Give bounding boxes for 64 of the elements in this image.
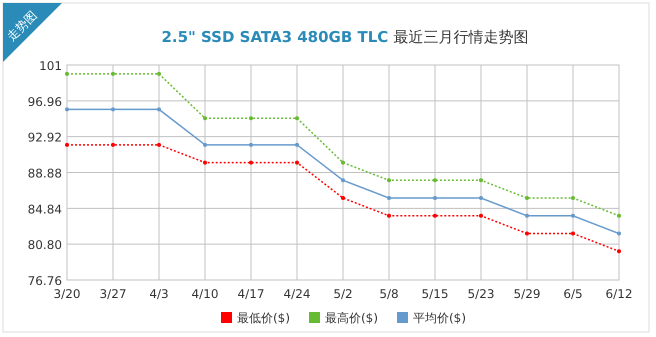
- point: [111, 107, 115, 112]
- x-tick-label: 3/27: [100, 287, 126, 301]
- legend-label: 平均价($): [413, 311, 466, 325]
- point: [433, 196, 437, 200]
- point: [157, 142, 161, 147]
- point: [525, 214, 529, 218]
- point: [111, 72, 115, 76]
- y-tick-label: 92.92: [28, 130, 62, 145]
- point: [295, 116, 299, 120]
- x-tick-label: 4/10: [192, 287, 218, 301]
- point: [479, 214, 483, 218]
- x-tick-label: 6/12: [606, 287, 632, 301]
- point: [525, 232, 529, 236]
- y-tick-label: 96.96: [28, 94, 62, 109]
- y-tick-label: 101: [39, 59, 62, 73]
- point: [571, 232, 575, 236]
- y-tick-label: 88.88: [28, 166, 62, 180]
- point: [65, 72, 69, 76]
- point: [479, 178, 483, 182]
- point: [249, 160, 253, 165]
- point: [387, 196, 391, 200]
- badge: 走势图: [3, 3, 62, 62]
- point: [111, 142, 115, 147]
- y-tick-label: 76.76: [28, 274, 62, 288]
- x-tick-label: 6/5: [563, 287, 583, 301]
- point: [387, 214, 391, 218]
- point: [525, 196, 529, 200]
- point: [65, 142, 69, 147]
- legend-label: 最低价($): [237, 311, 290, 325]
- x-tick-label: 5/8: [379, 287, 399, 301]
- point: [203, 116, 207, 120]
- point: [571, 196, 575, 200]
- x-tick-label: 3/20: [54, 287, 80, 301]
- y-tick-label: 80.80: [28, 238, 62, 252]
- point: [249, 142, 253, 147]
- point: [341, 196, 345, 200]
- point: [157, 72, 161, 76]
- point: [387, 178, 391, 182]
- x-tick-label: 4/3: [149, 287, 169, 301]
- point: [479, 196, 483, 200]
- point: [203, 142, 207, 147]
- point: [617, 249, 621, 254]
- legend-label: 最高价($): [325, 311, 378, 325]
- point: [157, 107, 161, 112]
- x-tick-label: 5/23: [468, 287, 494, 301]
- point: [249, 116, 253, 120]
- point: [571, 214, 575, 218]
- x-tick-label: 5/2: [333, 287, 353, 301]
- point: [295, 142, 299, 147]
- x-tick-label: 5/29: [514, 287, 540, 301]
- point: [617, 232, 621, 236]
- x-tick-label: 4/24: [284, 287, 310, 301]
- x-tick-label: 4/17: [238, 287, 264, 301]
- point: [65, 107, 69, 112]
- point: [341, 160, 345, 165]
- point: [341, 178, 345, 182]
- x-tick-label: 5/15: [422, 287, 448, 301]
- point: [203, 160, 207, 165]
- point: [295, 160, 299, 165]
- y-tick-label: 84.84: [28, 202, 62, 216]
- point: [433, 178, 437, 182]
- chart-title: 2.5" SSD SATA3 480GB TLC 最近三月行情走势图: [161, 28, 529, 46]
- point: [433, 214, 437, 218]
- point: [617, 214, 621, 218]
